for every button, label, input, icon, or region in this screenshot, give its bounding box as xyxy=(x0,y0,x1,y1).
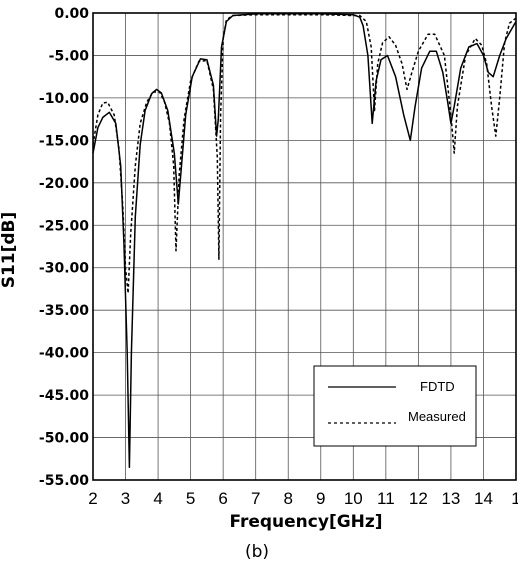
y-tick-label: -5.00 xyxy=(49,48,90,64)
x-tick-label: 13 xyxy=(441,489,460,508)
legend-fdtd-label: FDTD xyxy=(420,379,455,394)
x-tick-label: 6 xyxy=(218,489,227,508)
plot-frame xyxy=(92,12,517,481)
y-tick-label: -20.00 xyxy=(39,176,89,192)
x-tick-label: 8 xyxy=(283,489,292,508)
x-tick-labels: 2 3 4 5 6 7 8 9 10 11 12 13 14 1 xyxy=(88,489,518,508)
x-tick-label: 11 xyxy=(377,489,395,508)
y-tick-label: -30.00 xyxy=(39,261,89,277)
legend-box xyxy=(313,365,477,447)
x-tick-label: 10 xyxy=(344,489,363,508)
y-tick-label: -15.00 xyxy=(39,133,89,149)
x-tick-label: 1 xyxy=(511,489,518,508)
x-axis-title: Frequency[GHz] xyxy=(229,512,382,532)
x-tick-label: 12 xyxy=(409,489,428,508)
y-tick-labels: 0.00 -5.00 -10.00 -15.00 -20.00 -25.00 -30.00 -… xyxy=(39,6,89,489)
legend-measured-label: Measured xyxy=(408,409,466,424)
x-tick-label: 9 xyxy=(316,489,325,508)
series-line-measured xyxy=(92,13,517,294)
y-tick-label: -40.00 xyxy=(39,346,89,362)
x-tick-label: 4 xyxy=(153,489,162,508)
y-tick-label: -25.00 xyxy=(39,218,89,234)
y-tick-label: -45.00 xyxy=(39,388,89,404)
x-tick-label: 3 xyxy=(121,489,130,508)
x-tick-label: 2 xyxy=(88,489,97,508)
y-tick-label: -10.00 xyxy=(39,91,89,107)
x-tick-label: 7 xyxy=(251,489,260,508)
y-axis-title: S11[dB] xyxy=(0,212,19,289)
legend: FDTD Measured xyxy=(313,365,477,447)
figure-caption: (b) xyxy=(245,542,269,562)
y-tick-label: -35.00 xyxy=(39,303,89,319)
y-tick-label: 0.00 xyxy=(54,6,89,22)
x-tick-label: 14 xyxy=(474,489,493,508)
x-tick-label: 5 xyxy=(186,489,195,508)
y-tick-label: -50.00 xyxy=(39,431,89,447)
y-tick-label: -55.00 xyxy=(39,473,89,489)
